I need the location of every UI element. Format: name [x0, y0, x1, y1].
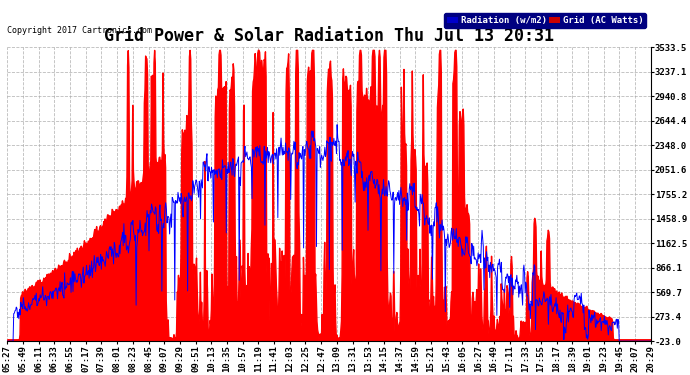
Text: Copyright 2017 Cartronics.com: Copyright 2017 Cartronics.com — [8, 26, 152, 35]
Title: Grid Power & Solar Radiation Thu Jul 13 20:31: Grid Power & Solar Radiation Thu Jul 13 … — [104, 27, 554, 45]
Legend: Radiation (w/m2), Grid (AC Watts): Radiation (w/m2), Grid (AC Watts) — [444, 13, 647, 28]
